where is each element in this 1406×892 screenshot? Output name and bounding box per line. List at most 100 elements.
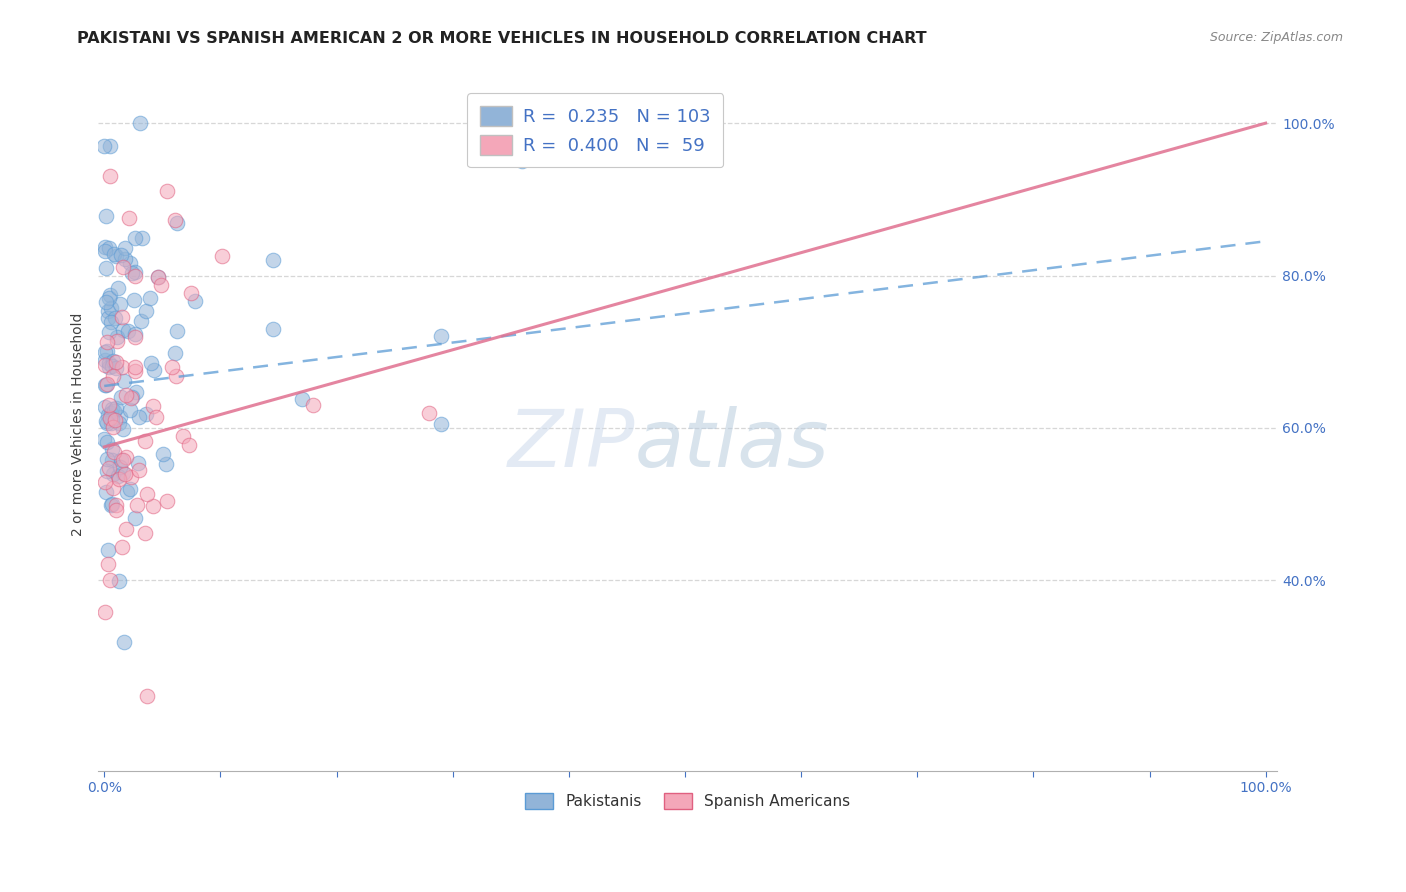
Point <box>143 363 166 377</box>
Point <box>145 410 167 425</box>
Point <box>104 413 127 427</box>
Point <box>110 390 132 404</box>
Point <box>103 311 125 326</box>
Point <box>100 416 122 430</box>
Point <box>94 353 117 368</box>
Point <box>105 249 128 263</box>
Point <box>124 326 146 341</box>
Point <box>430 417 453 431</box>
Point <box>101 420 124 434</box>
Point <box>94 244 117 258</box>
Point <box>114 241 136 255</box>
Point <box>146 270 169 285</box>
Point <box>124 511 146 525</box>
Point <box>120 483 142 497</box>
Point <box>135 304 157 318</box>
Point <box>94 358 117 372</box>
Point <box>117 211 139 225</box>
Point <box>93 432 115 446</box>
Point <box>93 139 115 153</box>
Point <box>122 293 145 307</box>
Point <box>180 285 202 300</box>
Point <box>108 574 131 589</box>
Point <box>135 486 157 500</box>
Point <box>142 399 165 413</box>
Point <box>94 605 117 619</box>
Point <box>97 291 120 305</box>
Point <box>104 360 127 375</box>
Point <box>115 485 138 500</box>
Point <box>121 391 143 405</box>
Point <box>98 573 121 587</box>
Point <box>262 322 284 336</box>
Point <box>107 472 129 486</box>
Point <box>107 416 129 430</box>
Point <box>302 398 325 412</box>
Point <box>134 525 156 540</box>
Point <box>107 469 129 483</box>
Text: atlas: atlas <box>634 406 830 483</box>
Point <box>125 498 148 512</box>
Point <box>141 356 163 370</box>
Point <box>111 540 134 554</box>
Point <box>108 410 131 425</box>
Point <box>97 310 120 325</box>
Point <box>97 409 120 423</box>
Point <box>134 434 156 449</box>
Point <box>262 253 284 268</box>
Text: PAKISTANI VS SPANISH AMERICAN 2 OR MORE VEHICLES IN HOUSEHOLD CORRELATION CHART: PAKISTANI VS SPANISH AMERICAN 2 OR MORE … <box>77 31 927 46</box>
Point <box>101 442 124 456</box>
Point <box>152 447 174 461</box>
Point <box>124 360 146 375</box>
Point <box>111 260 134 274</box>
Point <box>166 324 188 338</box>
Point <box>129 314 152 328</box>
Point <box>155 457 177 471</box>
Point <box>98 169 121 184</box>
Point <box>127 456 149 470</box>
Point <box>103 247 125 261</box>
Point <box>96 464 118 478</box>
Point <box>112 635 135 649</box>
Point <box>128 410 150 425</box>
Point <box>160 359 183 374</box>
Point <box>111 453 134 467</box>
Text: ZIP: ZIP <box>508 406 634 483</box>
Point <box>120 470 142 484</box>
Text: Source: ZipAtlas.com: Source: ZipAtlas.com <box>1209 31 1343 45</box>
Point <box>97 240 120 254</box>
Point <box>96 435 118 450</box>
Point <box>512 154 534 169</box>
Point <box>135 690 157 704</box>
Point <box>96 335 118 350</box>
Point <box>111 359 134 374</box>
Point <box>117 324 139 338</box>
Point <box>103 445 125 459</box>
Point <box>177 438 200 452</box>
Point <box>124 364 146 378</box>
Point <box>142 499 165 513</box>
Point <box>98 411 121 425</box>
Point <box>124 265 146 279</box>
Point <box>100 498 122 512</box>
Point <box>105 401 128 415</box>
Point <box>96 343 118 358</box>
Point <box>166 216 188 230</box>
Point <box>114 522 136 536</box>
Point <box>101 497 124 511</box>
Point <box>184 294 207 309</box>
Point <box>211 249 233 263</box>
Point <box>103 467 125 481</box>
Point <box>112 323 135 337</box>
Point <box>98 139 121 153</box>
Point <box>100 405 122 419</box>
Point <box>114 252 136 266</box>
Point <box>94 260 117 275</box>
Point <box>94 377 117 392</box>
Point <box>108 297 131 311</box>
Point <box>101 359 124 373</box>
Point <box>156 184 179 198</box>
Point <box>101 412 124 426</box>
Point <box>418 406 440 420</box>
Point <box>105 334 128 348</box>
